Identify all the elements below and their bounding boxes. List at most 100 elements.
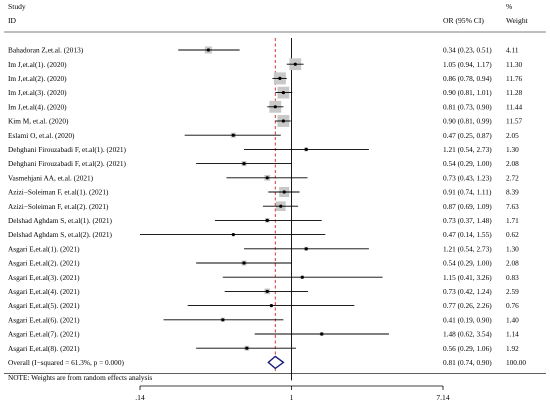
study-row: Asgari E,et.al(6). (2021) 0.41 (0.19, 0.9… xyxy=(8,315,519,324)
study-label: Asgari E,et.al(1). (2021) xyxy=(8,244,80,253)
study-row: Asgari E,et.al(5). (2021) 0.77 (0.26, 2.2… xyxy=(8,301,519,310)
study-or-ci: 0.91 (0.74, 1.11) xyxy=(443,188,492,197)
point-estimate xyxy=(231,233,235,237)
header-or-ci: OR (95% CI) xyxy=(443,16,484,25)
x-axis: .14 1 7.14 xyxy=(135,385,450,402)
study-weight: 7.63 xyxy=(506,202,519,211)
study-or-ci: 0.54 (0.29, 1.00) xyxy=(443,259,492,268)
point-estimate xyxy=(245,346,249,350)
study-label: Asgari E,et.al(3). (2021) xyxy=(8,273,80,282)
point-estimate xyxy=(221,318,225,322)
overall-or-ci: 0.81 (0.74, 0.90) xyxy=(443,358,492,367)
x-tick-label: 7.14 xyxy=(436,393,449,402)
point-estimate xyxy=(242,261,246,265)
weights-note: NOTE: Weights are from random effects an… xyxy=(8,373,152,382)
study-or-ci: 0.73 (0.37, 1.48) xyxy=(443,216,492,225)
study-or-ci: 1.15 (0.41, 3.26) xyxy=(443,273,492,282)
study-or-ci: 1.05 (0.94, 1.17) xyxy=(443,60,492,69)
study-label: Eslami O, et.al. (2020) xyxy=(8,131,75,140)
study-label: Asgari E,et.al(4). (2021) xyxy=(8,287,80,296)
study-row: Delshad Aghdam S, et.al(1). (2021) 0.73 (… xyxy=(8,216,519,225)
header: Study ID OR (95% CI) % Weight xyxy=(8,2,529,25)
study-or-ci: 0.90 (0.81, 0.99) xyxy=(443,117,492,126)
study-label: Asgari E,et.al(7). (2021) xyxy=(8,330,80,339)
study-row: Azizi−Soleiman F, et.al(1). (2021) 0.91 (… xyxy=(8,186,519,198)
study-weight: 0.83 xyxy=(506,273,519,282)
overall-row: Overall (I−squared = 61.3%, p = 0.000) 0.… xyxy=(8,355,526,370)
header-study: Study xyxy=(8,2,26,11)
study-row: Dehghani Firouzabadi F, et.al(1). (2021)… xyxy=(8,145,519,154)
study-row: Vasmehjani AA, et.al. (2021) 0.73 (0.43, … xyxy=(8,173,519,182)
study-weight: 4.11 xyxy=(506,46,519,55)
overall-label: Overall (I−squared = 61.3%, p = 0.000) xyxy=(8,358,124,367)
study-or-ci: 0.86 (0.78, 0.94) xyxy=(443,74,492,83)
point-estimate xyxy=(320,332,324,336)
study-weight: 1.71 xyxy=(506,216,519,225)
study-or-ci: 0.56 (0.29, 1.06) xyxy=(443,344,492,353)
study-weight: 0.76 xyxy=(506,301,519,310)
point-estimate xyxy=(273,105,277,109)
point-estimate xyxy=(281,119,285,123)
study-label: Asgari E,et.al(8). (2021) xyxy=(8,344,80,353)
study-weight: 1.92 xyxy=(506,344,519,353)
point-estimate xyxy=(242,162,246,166)
study-row: Im J,et.al(1). (2020) 1.05 (0.94, 1.17) 11… xyxy=(8,58,522,71)
study-row: Asgari E,et.al(3). (2021) 1.15 (0.41, 3.2… xyxy=(8,273,519,282)
study-weight: 2.05 xyxy=(506,131,519,140)
point-estimate xyxy=(279,204,283,208)
study-weight: 8.39 xyxy=(506,188,519,197)
study-row: Asgari E,et.al(7). (2021) 1.48 (0.62, 3.5… xyxy=(8,330,519,339)
study-weight: 2.08 xyxy=(506,259,519,268)
study-label: Azizi−Soleiman F, et.al(1). (2021) xyxy=(8,188,109,197)
study-row: Asgari E,et.al(2). (2021) 0.54 (0.29, 1.0… xyxy=(8,259,519,268)
study-weight: 11.57 xyxy=(506,117,522,126)
study-label: Asgari E,et.al(6). (2021) xyxy=(8,315,80,324)
header-weight: Weight xyxy=(506,16,529,25)
point-estimate xyxy=(304,147,308,151)
study-row: Asgari E,et.al(8). (2021) 0.56 (0.29, 1.0… xyxy=(8,344,519,353)
study-weight: 1.30 xyxy=(506,244,519,253)
study-row: Im J,et.al(4). (2020) 0.81 (0.73, 0.90) 11… xyxy=(8,100,522,113)
study-weight: 0.62 xyxy=(506,230,519,239)
study-or-ci: 0.41 (0.19, 0.90) xyxy=(443,315,492,324)
study-label: Im J,et.al(2). (2020) xyxy=(8,74,67,83)
study-or-ci: 1.48 (0.62, 3.54) xyxy=(443,330,492,339)
study-rows: Bahadoran Z,et.al. (2013) 0.34 (0.23, 0.5… xyxy=(4,38,546,381)
study-row: Im J,et.al(2). (2020) 0.86 (0.78, 0.94) 11… xyxy=(8,72,522,85)
study-weight: 11.44 xyxy=(506,102,522,111)
study-label: Kim M, et.al. (2020) xyxy=(8,117,69,126)
study-row: Dehghani Firouzabadi F, et.al(2). (2021)… xyxy=(8,159,519,168)
point-estimate xyxy=(293,62,297,66)
study-label: Bahadoran Z,et.al. (2013) xyxy=(8,46,84,55)
point-estimate xyxy=(281,91,285,95)
header-pct: % xyxy=(506,2,513,11)
point-estimate xyxy=(300,275,304,279)
study-row: Delshad Aghdam S, et.al(2). (2021) 0.47 (… xyxy=(8,230,519,239)
study-or-ci: 0.34 (0.23, 0.51) xyxy=(443,46,492,55)
study-label: Im J,et.al(4). (2020) xyxy=(8,102,67,111)
study-or-ci: 0.81 (0.73, 0.90) xyxy=(443,102,492,111)
study-row: Kim M, et.al. (2020) 0.90 (0.81, 0.99) 11.… xyxy=(8,115,522,127)
study-or-ci: 0.87 (0.69, 1.09) xyxy=(443,202,492,211)
study-label: Dehghani Firouzabadi F, et.al(2). (2021) xyxy=(8,159,127,168)
study-or-ci: 0.54 (0.29, 1.00) xyxy=(443,159,492,168)
study-weight: 1.40 xyxy=(506,315,519,324)
point-estimate xyxy=(269,304,273,308)
study-row: Asgari E,et.al(1). (2021) 1.21 (0.54, 2.7… xyxy=(8,244,519,253)
point-estimate xyxy=(304,247,308,251)
study-label: Delshad Aghdam S, et.al(1). (2021) xyxy=(8,216,113,225)
header-id: ID xyxy=(8,16,17,25)
study-weight: 1.30 xyxy=(506,145,519,154)
point-estimate xyxy=(265,218,269,222)
study-label: Azizi−Soleiman F, et.al(2). (2021) xyxy=(8,202,109,211)
study-label: Dehghani Firouzabadi F, et.al(1). (2021) xyxy=(8,145,127,154)
study-label: Vasmehjani AA, et.al. (2021) xyxy=(8,173,94,182)
x-tick-label: .14 xyxy=(135,393,145,402)
overall-weight: 100.00 xyxy=(506,358,526,367)
study-weight: 2.59 xyxy=(506,287,519,296)
study-weight: 2.08 xyxy=(506,159,519,168)
overall-diamond xyxy=(267,355,285,370)
study-or-ci: 0.47 (0.25, 0.87) xyxy=(443,131,492,140)
study-or-ci: 0.77 (0.26, 2.26) xyxy=(443,301,492,310)
